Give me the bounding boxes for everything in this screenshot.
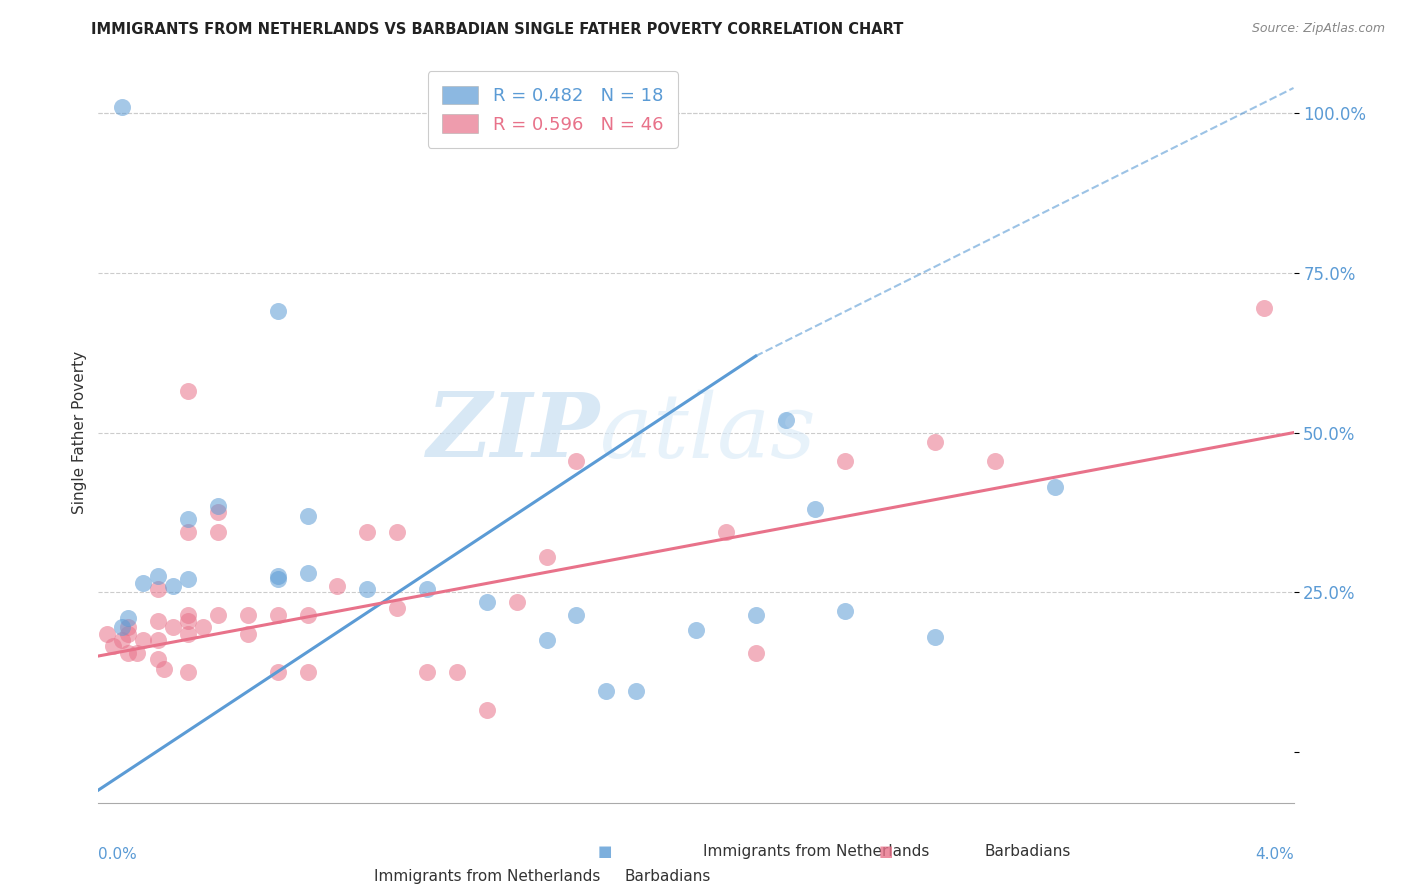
- Point: [177, 607, 200, 622]
- Point: [416, 665, 439, 679]
- Point: [207, 499, 229, 513]
- Text: Immigrants from Netherlands: Immigrants from Netherlands: [374, 870, 600, 885]
- Point: [267, 569, 290, 583]
- Point: [162, 620, 184, 634]
- Point: [236, 626, 259, 640]
- Point: [148, 652, 170, 666]
- Point: [1043, 480, 1066, 494]
- Point: [446, 665, 468, 679]
- Text: ■: ■: [598, 845, 612, 859]
- Text: Barbadians: Barbadians: [984, 845, 1070, 859]
- Text: Source: ZipAtlas.com: Source: ZipAtlas.com: [1251, 22, 1385, 36]
- Point: [834, 454, 856, 468]
- Point: [297, 665, 319, 679]
- Point: [326, 579, 349, 593]
- Point: [111, 620, 134, 634]
- Point: [356, 582, 378, 596]
- Text: IMMIGRANTS FROM NETHERLANDS VS BARBADIAN SINGLE FATHER POVERTY CORRELATION CHART: IMMIGRANTS FROM NETHERLANDS VS BARBADIAN…: [91, 22, 904, 37]
- Point: [297, 607, 319, 622]
- Point: [117, 620, 139, 634]
- Point: [685, 624, 707, 638]
- Point: [96, 626, 118, 640]
- Point: [177, 512, 200, 526]
- Point: [177, 626, 200, 640]
- Legend: R = 0.482   N = 18, R = 0.596   N = 46: R = 0.482 N = 18, R = 0.596 N = 46: [427, 71, 678, 148]
- Point: [297, 508, 319, 523]
- Point: [153, 662, 176, 676]
- Point: [385, 601, 409, 615]
- Point: [745, 607, 768, 622]
- Text: 0.0%: 0.0%: [98, 847, 138, 863]
- Point: [536, 550, 558, 565]
- Point: [714, 524, 737, 539]
- Point: [177, 573, 200, 587]
- Point: [191, 620, 214, 634]
- Point: [475, 595, 498, 609]
- Point: [745, 646, 768, 660]
- Point: [385, 524, 409, 539]
- Point: [132, 575, 155, 590]
- Text: Barbadians: Barbadians: [624, 870, 710, 885]
- Point: [117, 611, 139, 625]
- Point: [207, 524, 229, 539]
- Point: [775, 413, 797, 427]
- Point: [267, 665, 290, 679]
- Point: [297, 566, 319, 580]
- Point: [356, 524, 378, 539]
- Point: [111, 633, 134, 648]
- Point: [626, 684, 648, 698]
- Point: [267, 304, 290, 318]
- Point: [162, 579, 184, 593]
- Point: [103, 640, 125, 654]
- Point: [117, 626, 139, 640]
- Point: [1253, 301, 1275, 315]
- Point: [177, 524, 200, 539]
- Point: [148, 614, 170, 628]
- Point: [924, 630, 946, 644]
- Point: [148, 569, 170, 583]
- Point: [565, 607, 588, 622]
- Point: [565, 454, 588, 468]
- Text: ZIP: ZIP: [427, 390, 600, 475]
- Point: [475, 703, 498, 717]
- Point: [148, 633, 170, 648]
- Point: [207, 505, 229, 519]
- Point: [177, 614, 200, 628]
- Point: [804, 502, 827, 516]
- Text: 4.0%: 4.0%: [1254, 847, 1294, 863]
- Text: atlas: atlas: [600, 389, 815, 476]
- Point: [416, 582, 439, 596]
- Text: Immigrants from Netherlands: Immigrants from Netherlands: [703, 845, 929, 859]
- Point: [536, 633, 558, 648]
- Point: [148, 582, 170, 596]
- Point: [236, 607, 259, 622]
- Text: ■: ■: [879, 845, 893, 859]
- Point: [984, 454, 1007, 468]
- Point: [117, 646, 139, 660]
- Point: [924, 435, 946, 450]
- Point: [207, 607, 229, 622]
- Point: [111, 100, 134, 114]
- Point: [127, 646, 149, 660]
- Point: [595, 684, 617, 698]
- Point: [267, 607, 290, 622]
- Point: [267, 573, 290, 587]
- Point: [506, 595, 529, 609]
- Point: [177, 384, 200, 398]
- Point: [834, 604, 856, 618]
- Point: [132, 633, 155, 648]
- Point: [177, 665, 200, 679]
- Y-axis label: Single Father Poverty: Single Father Poverty: [72, 351, 87, 514]
